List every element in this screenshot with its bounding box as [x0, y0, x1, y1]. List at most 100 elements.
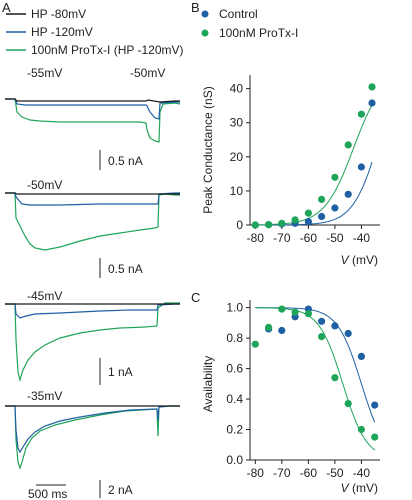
- chart-c-point-protx: [331, 374, 339, 382]
- sweep-1-step-label: -55mV: [27, 66, 62, 80]
- chart-c-fit-protx: [255, 307, 376, 451]
- chart-c-fit-control: [255, 307, 376, 423]
- legend-label-protx: 100nM ProTx-I (HP -120mV): [31, 43, 184, 57]
- chart-b: Control 100nM ProTx-I Peak Conductance (…: [201, 7, 380, 267]
- chart-c-y-tick-label: 0.8: [226, 331, 243, 345]
- trace-legend: HP -80mV HP -120mV 100nM ProTx-I (HP -12…: [6, 7, 184, 57]
- legend-label-protx-b: 100nM ProTx-I: [219, 26, 298, 40]
- chart-b-y-tick-label: 0: [236, 218, 243, 232]
- chart-b-point-protx: [304, 209, 312, 217]
- chart-c-point-control: [357, 352, 365, 360]
- chart-c-x-tick-label: -60: [300, 466, 318, 480]
- legend-label-hp80: HP -80mV: [31, 7, 86, 21]
- chart-b-xlabel-unit: (mV): [349, 253, 378, 267]
- sweep-4: -35mV 2 nA: [5, 389, 180, 498]
- sweep-1-trace-hp120: [5, 98, 180, 120]
- chart-c-x-tick-label: -50: [326, 466, 344, 480]
- chart-b-legend: Control 100nM ProTx-I: [201, 7, 298, 40]
- chart-b-x-tick-label: -60: [300, 231, 318, 245]
- chart-b-point-protx: [278, 219, 286, 227]
- chart-b-point-protx: [368, 83, 376, 91]
- sweep-2: -50mV 0.5 nA: [5, 178, 180, 278]
- sweep-3: -45mV 1 nA: [5, 289, 180, 385]
- sweep-3-step-label: -45mV: [27, 289, 62, 303]
- chart-c-point-protx: [318, 333, 326, 341]
- chart-c-point-protx: [265, 323, 273, 331]
- legend-dot-control: [201, 10, 209, 18]
- chart-c-point-control: [344, 329, 352, 338]
- chart-b-point-control: [357, 163, 365, 171]
- chart-b-xlabel: V (mV): [341, 253, 378, 267]
- legend-label-hp120: HP -120mV: [31, 25, 93, 39]
- panel-label-c: C: [191, 290, 200, 305]
- chart-c-y-tick-label: 0.0: [226, 453, 243, 467]
- chart-c-point-protx: [371, 433, 379, 441]
- chart-c-point-protx: [357, 425, 365, 434]
- sweep-4-scale-label: 2 nA: [108, 483, 133, 497]
- chart-c-point-control: [331, 322, 339, 330]
- chart-c-x-tick-label: -80: [247, 466, 265, 480]
- sweep-3-trace-hp120: [5, 303, 180, 319]
- chart-c: Availability V (mV) 0.0 0.2 0.4 0.6 0.8 1.0 -8…: [201, 300, 380, 495]
- legend-dot-protx: [201, 29, 209, 37]
- sweep-2-step-label: -50mV: [27, 178, 62, 192]
- chart-b-x-tick-label: -40: [353, 231, 371, 245]
- sweep-1-step2-label: -50mV: [130, 66, 165, 80]
- chart-b-point-protx: [344, 141, 352, 149]
- chart-c-point-control: [318, 317, 326, 325]
- sweep-4-step-label: -35mV: [27, 389, 62, 403]
- chart-b-x-tick-label: -80: [247, 231, 265, 245]
- chart-b-y-tick-label: 40: [230, 82, 244, 96]
- chart-b-point-control: [344, 190, 352, 198]
- chart-c-x-tick-label: -70: [273, 466, 291, 480]
- chart-c-y-tick-label: 0.4: [226, 392, 243, 406]
- chart-c-point-protx: [304, 310, 312, 318]
- time-scale-label: 500 ms: [28, 487, 67, 500]
- sweep-1-scale-label: 0.5 nA: [108, 154, 143, 168]
- chart-c-point-protx: [278, 305, 286, 313]
- chart-b-y-tick-label: 30: [230, 116, 244, 130]
- sweep-1-trace-protx: [5, 98, 181, 143]
- chart-c-y-tick-label: 1.0: [226, 301, 243, 315]
- panel-label-a: A: [2, 0, 11, 15]
- sweep-4-trace-hp120: [5, 405, 180, 454]
- sweep-2-trace-hp120: [5, 192, 180, 206]
- chart-b-point-control: [318, 212, 326, 221]
- legend-label-control: Control: [219, 7, 258, 21]
- chart-b-x-tick-label: -50: [326, 231, 344, 245]
- chart-b-y-tick-label: 10: [230, 184, 244, 198]
- chart-c-point-protx: [291, 308, 299, 316]
- chart-b-y-tick-label: 20: [230, 150, 244, 164]
- chart-c-xlabel-unit: (mV): [349, 481, 378, 495]
- chart-c-xlabel-var: V: [341, 481, 350, 495]
- chart-b-point-protx: [331, 173, 339, 181]
- chart-b-x-tick-label: -70: [273, 231, 291, 245]
- chart-c-point-control: [371, 401, 379, 409]
- panel-label-b: B: [191, 0, 200, 15]
- chart-b-point-protx: [318, 195, 326, 203]
- sweep-2-trace-hp80: [5, 192, 180, 195]
- chart-b-fit-control: [255, 162, 373, 226]
- chart-b-point-protx: [265, 221, 273, 229]
- chart-b-marks: 0 10 20 30 40 -80 -70 -60 -50 -40: [230, 75, 380, 245]
- chart-c-x-tick-label: -40: [353, 466, 371, 480]
- chart-b-xlabel-var: V: [341, 253, 350, 267]
- chart-c-point-control: [278, 326, 286, 335]
- chart-c-y-tick-label: 0.2: [226, 423, 243, 437]
- sweep-2-scale-label: 0.5 nA: [108, 262, 143, 276]
- chart-b-point-control: [331, 204, 339, 212]
- chart-b-point-protx: [251, 221, 259, 229]
- chart-b-point-protx: [291, 216, 299, 224]
- chart-c-point-protx: [251, 340, 259, 348]
- chart-b-point-protx: [357, 110, 365, 118]
- chart-b-point-control: [304, 218, 312, 226]
- sweep-3-scale-label: 1 nA: [108, 365, 133, 379]
- sweep-4-trace-protx: [5, 405, 180, 470]
- chart-c-ylabel: Availability: [201, 356, 215, 412]
- chart-c-marks: 0.0 0.2 0.4 0.6 0.8 1.0 -80 -70 -60 -50 -40: [226, 300, 380, 480]
- sweep-1-trace-hp80: [5, 98, 180, 103]
- chart-b-fit-protx: [255, 104, 373, 226]
- sweep-2-trace-protx: [5, 192, 180, 251]
- sweep-1: -55mV -50mV 0.5 nA: [5, 66, 181, 170]
